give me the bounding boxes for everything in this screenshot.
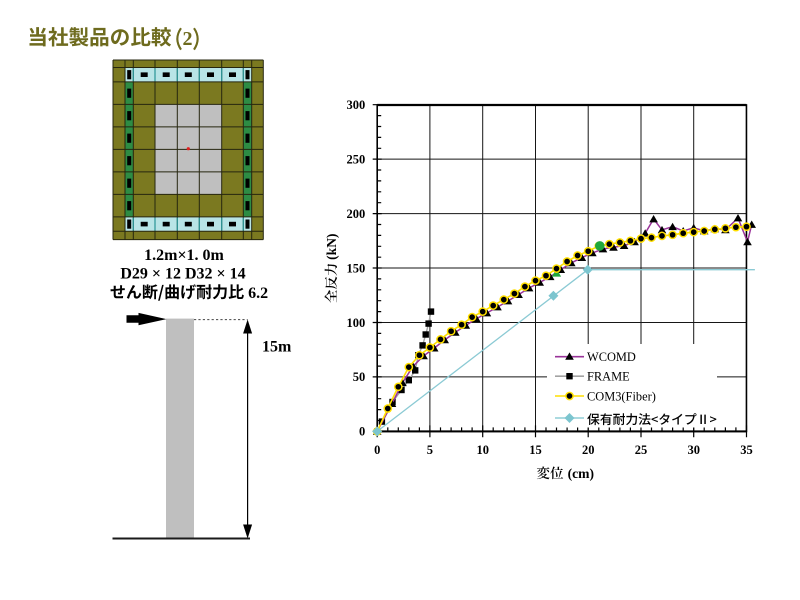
svg-text:FRAME: FRAME — [587, 370, 630, 384]
svg-text:300: 300 — [346, 98, 365, 112]
svg-text:(kN): (kN) — [324, 234, 339, 260]
svg-text:20: 20 — [582, 443, 595, 457]
svg-text:35: 35 — [740, 443, 753, 457]
svg-text:0: 0 — [374, 443, 380, 457]
svg-text:15: 15 — [529, 443, 542, 457]
svg-text:250: 250 — [346, 152, 365, 166]
svg-text:200: 200 — [346, 207, 365, 221]
svg-text:10: 10 — [476, 443, 489, 457]
svg-text:150: 150 — [346, 261, 365, 275]
svg-text:1.2m×1. 0m: 1.2m×1. 0m — [144, 247, 224, 264]
svg-text:50: 50 — [353, 370, 366, 384]
svg-text:100: 100 — [346, 316, 365, 330]
svg-text:WCOMD: WCOMD — [587, 350, 636, 364]
svg-text:D29 × 12 D32 × 14: D29 × 12 D32 × 14 — [120, 266, 245, 283]
svg-text:25: 25 — [635, 443, 648, 457]
svg-text:(cm): (cm) — [568, 466, 594, 482]
svg-text:2: 2 — [183, 28, 193, 50]
svg-text:5: 5 — [427, 443, 433, 457]
svg-text:COM3(Fiber): COM3(Fiber) — [587, 389, 656, 403]
svg-text:30: 30 — [687, 443, 700, 457]
svg-text:0: 0 — [359, 425, 365, 439]
svg-text:6.2: 6.2 — [248, 285, 268, 302]
svg-text:15m: 15m — [262, 339, 292, 356]
